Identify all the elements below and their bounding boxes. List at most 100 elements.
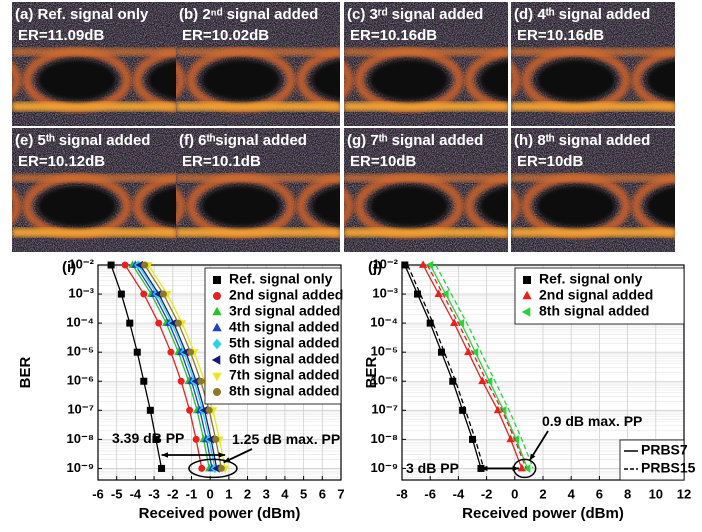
- x-tick-label: 1: [225, 486, 232, 501]
- bottom-rail: [176, 228, 340, 237]
- data-point: [449, 377, 457, 385]
- data-point: [450, 318, 459, 327]
- extinction-ratio: ER=10.12dB: [18, 153, 105, 170]
- eye-opening: [37, 59, 117, 101]
- bottom-rail: [344, 102, 508, 111]
- marker: [212, 306, 222, 316]
- top-rail: [12, 174, 176, 182]
- legend-label: 2nd signal added: [539, 287, 653, 303]
- extinction-ratio: ER=10.1dB: [182, 153, 261, 170]
- marker: [213, 292, 221, 300]
- y-tick-label: 10⁻⁴: [66, 315, 94, 330]
- marker: [213, 276, 221, 284]
- data-point: [117, 290, 125, 298]
- data-point: [205, 406, 213, 414]
- panel-label: (g) 7ᵗʰ signal added: [347, 132, 483, 149]
- eye-panel: (f) 6ᵗʰsignal added ER=10.1dB: [176, 128, 340, 252]
- x-tick-label: 7: [337, 486, 344, 501]
- extinction-ratio: ER=11.09dB: [18, 27, 104, 44]
- marker: [523, 276, 531, 284]
- eye-panel: (e) 5ᵗʰ signal added ER=10.12dB: [12, 128, 176, 252]
- data-point: [478, 376, 487, 385]
- x-tick-label: -6: [92, 486, 104, 501]
- annotation: 1.25 dB max. PP: [232, 431, 340, 447]
- legend-label: 6th signal added: [229, 351, 339, 367]
- eye-opening: [201, 59, 281, 101]
- eye-trace: [12, 61, 22, 99]
- eye-trace: [464, 48, 508, 112]
- bottom-rail: [511, 102, 675, 111]
- annotation: 3.39 dB PP: [112, 430, 184, 446]
- top-rail: [176, 174, 340, 182]
- y-tick-label: 10⁻⁷: [67, 402, 94, 417]
- fit-line: [404, 264, 482, 469]
- eye-opening: [536, 185, 616, 227]
- annotation: 0.9 dB max. PP: [542, 413, 642, 429]
- eye-trace: [132, 174, 176, 238]
- eye-opening: [0, 59, 7, 101]
- extinction-ratio: ER=10dB: [350, 153, 416, 170]
- top-rail: [344, 174, 508, 182]
- eye-trace: [296, 48, 340, 112]
- x-tick-label: -1: [186, 486, 198, 501]
- eye-trace: [12, 187, 22, 225]
- arrow-head: [480, 465, 488, 472]
- bottom-rail: [511, 228, 675, 237]
- x-tick-label: -2: [481, 486, 493, 501]
- data-point: [158, 464, 166, 472]
- extinction-ratio: ER=10dB: [517, 153, 583, 170]
- data-point: [155, 319, 163, 327]
- data-point: [401, 261, 409, 269]
- eye-opening: [147, 59, 176, 101]
- y-tick-label: 10⁻⁴: [370, 315, 398, 330]
- fit-line: [426, 264, 527, 469]
- data-point: [456, 318, 465, 328]
- eye-panel: (g) 7ᵗʰ signal added ER=10dB: [344, 128, 508, 252]
- annotation: 3 dB PP: [406, 460, 459, 476]
- highlight: [512, 458, 537, 479]
- x-tick-label: 3: [263, 486, 270, 501]
- data-point: [192, 435, 200, 443]
- data-point: [441, 289, 449, 299]
- data-point: [464, 347, 473, 356]
- data-point: [517, 463, 526, 472]
- panel-label: (j): [368, 259, 382, 276]
- panel-label: (f) 6ᵗʰsignal added: [179, 132, 307, 149]
- fit-line: [147, 264, 226, 469]
- data-point: [470, 348, 479, 357]
- fit-line: [435, 264, 534, 469]
- data-point: [425, 260, 434, 270]
- marker: [522, 290, 532, 300]
- x-tick-label: -8: [396, 486, 408, 501]
- data-point: [177, 377, 185, 385]
- top-rail: [511, 48, 675, 56]
- y-axis-label: BER: [363, 356, 380, 388]
- y-tick-label: 10⁻⁹: [67, 460, 95, 475]
- data-point: [121, 261, 129, 269]
- legend-label: 4th signal added: [229, 319, 339, 335]
- bottom-rail: [12, 102, 176, 111]
- legend-box: [204, 267, 342, 405]
- eye-panel: (a) Ref. signal only ER=11.09dB: [0, 2, 176, 126]
- fit-line: [422, 264, 523, 469]
- eye-opening: [369, 185, 449, 227]
- data-point: [152, 435, 160, 443]
- x-axis-label: Received power (dBm): [139, 505, 301, 522]
- eye-trace: [176, 61, 186, 99]
- top-rail: [12, 48, 176, 56]
- panel-label: (i): [62, 259, 76, 276]
- data-point: [186, 406, 194, 414]
- eye-trace: [631, 48, 675, 112]
- fit-line: [137, 264, 216, 469]
- data-point: [140, 290, 148, 298]
- y-tick-label: 10⁻⁶: [67, 373, 94, 388]
- eye-trace: [511, 187, 521, 225]
- legend-label: PRBS15: [641, 460, 696, 476]
- eye-opening: [311, 185, 340, 227]
- y-tick-label: 10⁻⁵: [371, 344, 398, 359]
- y-tick-label: 10⁻⁸: [67, 431, 94, 446]
- y-axis-label: BER: [17, 356, 34, 388]
- x-tick-label: 0: [207, 486, 214, 501]
- legend-label: Ref. signal only: [539, 271, 643, 287]
- legend-label: Ref. signal only: [229, 271, 333, 287]
